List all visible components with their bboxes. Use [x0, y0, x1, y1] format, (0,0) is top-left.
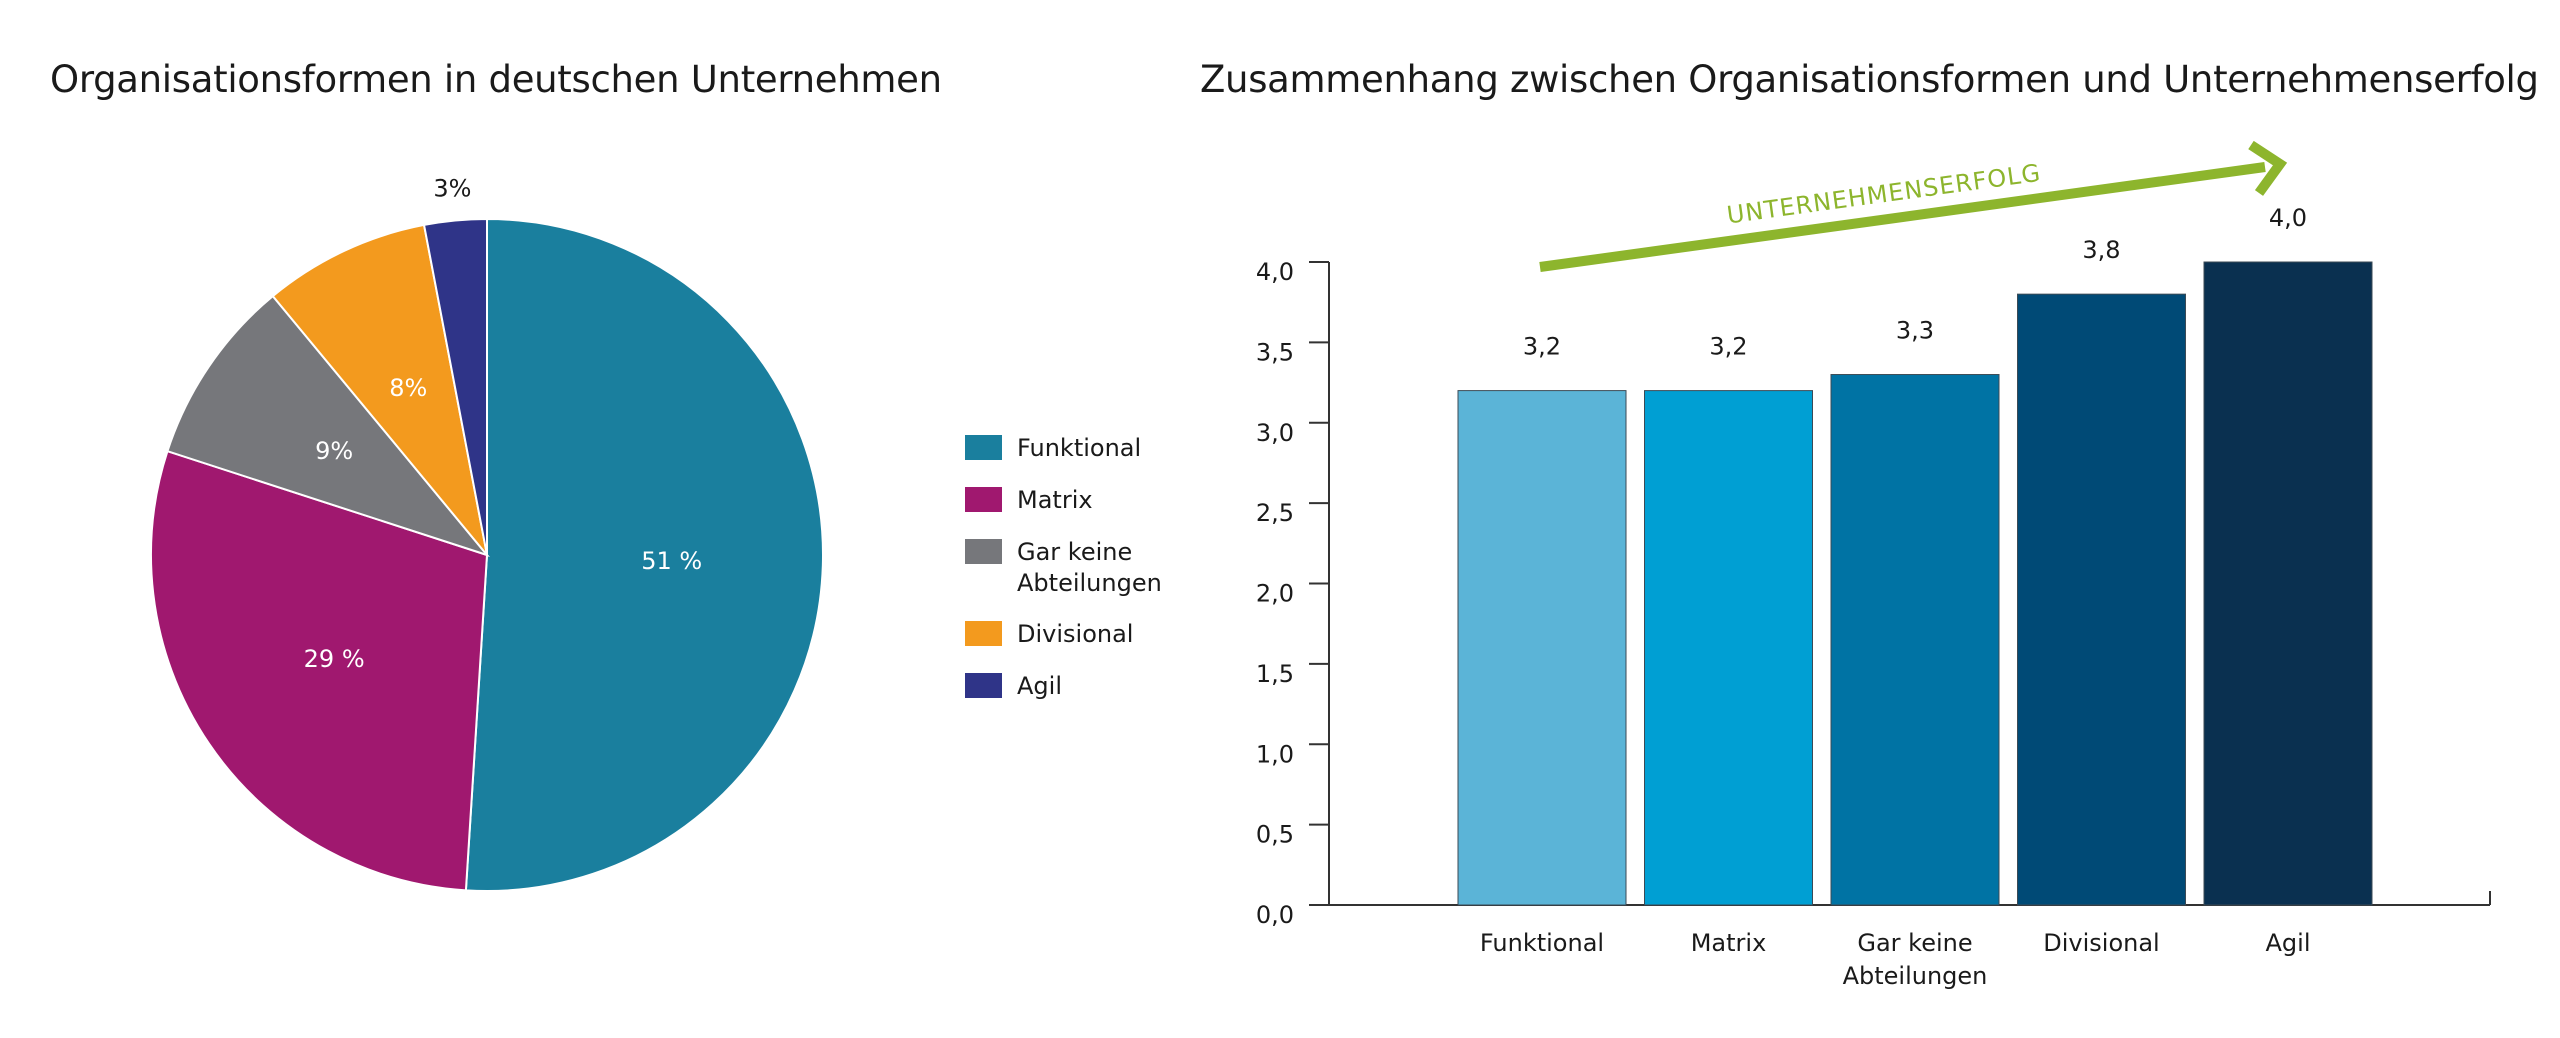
legend-label-0: Funktional [1017, 434, 1141, 462]
legend-swatch-0 [965, 435, 1002, 460]
bar-4 [2203, 261, 2373, 906]
x-category-label-2-0: Gar keine [1857, 929, 1972, 957]
pie-slice-3 [271, 223, 488, 556]
bar-chart-title: Zusammenhang zwischen Organisationsforme… [1200, 58, 2539, 101]
pie-slice-label-2: 9% [315, 437, 353, 465]
x-category-label-2-1: Abteilungen [1843, 962, 1988, 990]
pie-slice-label-4: 3% [433, 175, 471, 203]
trend-arrow-head [2248, 140, 2288, 196]
bar-1 [1644, 390, 1813, 906]
y-tick-label-6: 3,0 [1256, 419, 1294, 447]
pie-slice-label-1: 29 % [304, 645, 365, 673]
bar-value-label-0: 3,2 [1523, 333, 1561, 361]
pie-slice-label-0: 51 % [641, 547, 702, 575]
legend-label-4: Agil [1017, 672, 1062, 700]
x-category-label-1: Matrix [1691, 929, 1767, 957]
legend-swatch-2 [965, 539, 1002, 564]
pie-slice-4 [422, 217, 488, 556]
pie-slice-label-3: 8% [389, 374, 427, 402]
pie-slice-0 [464, 217, 824, 892]
x-category-label-0: Funktional [1480, 929, 1604, 957]
y-tick-label-4: 2,0 [1256, 580, 1294, 608]
legend-swatch-3 [965, 621, 1002, 646]
y-tick-label-1: 0,5 [1256, 821, 1294, 849]
y-tick-label-2: 1,0 [1256, 740, 1294, 768]
y-tick-label-5: 2,5 [1256, 499, 1294, 527]
bar-2 [1830, 374, 2000, 906]
trend-arrow-shaft [1539, 162, 2266, 272]
legend-label-2-1: Abteilungen [1017, 569, 1162, 597]
y-tick-label-8: 4,0 [1256, 258, 1294, 286]
bar-value-label-4: 4,0 [2269, 204, 2307, 232]
legend-label-2-0: Gar keine [1017, 538, 1132, 566]
legend-swatch-4 [965, 673, 1002, 698]
pie-slice-1 [150, 449, 489, 892]
x-category-label-4: Agil [2266, 929, 2311, 957]
y-tick-label-0: 0,0 [1256, 901, 1294, 929]
y-tick-label-7: 3,5 [1256, 338, 1294, 366]
bar-3 [2017, 293, 2186, 906]
bar-0 [1457, 390, 1627, 906]
legend-swatch-1 [965, 487, 1002, 512]
legend-label-3: Divisional [1017, 620, 1133, 648]
bar-value-label-1: 3,2 [1709, 333, 1747, 361]
legend-label-1: Matrix [1017, 486, 1093, 514]
pie-chart-title: Organisationsformen in deutschen Unterne… [50, 58, 942, 101]
bar-value-label-3: 3,8 [2082, 236, 2120, 264]
y-tick-label-3: 1,5 [1256, 660, 1294, 688]
pie-slice-2 [166, 294, 490, 558]
x-category-label-3: Divisional [2043, 929, 2159, 957]
bar-value-label-2: 3,3 [1896, 317, 1934, 345]
